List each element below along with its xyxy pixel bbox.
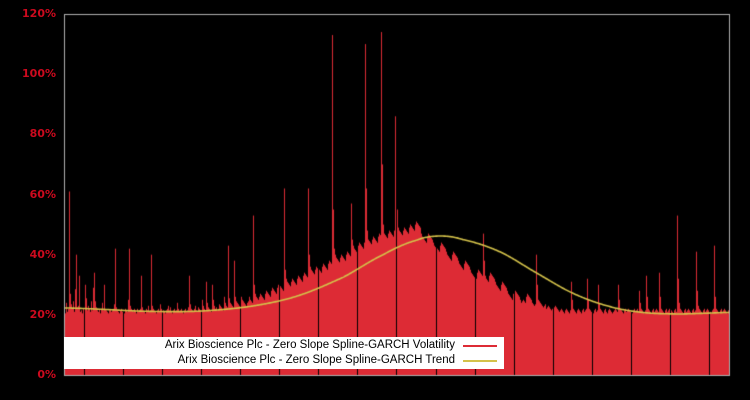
legend-swatch-volatility [463, 344, 497, 347]
legend-label-volatility: Arix Bioscience Plc - Zero Slope Spline-… [164, 339, 455, 351]
y-axis: 120% 100% 80% 60% 40% 20% 0% [0, 0, 56, 400]
y-tick-label-40: 40% [29, 247, 56, 261]
chart-legend: Arix Bioscience Plc - Zero Slope Spline-… [64, 337, 504, 369]
legend-swatch-trend [463, 359, 497, 362]
y-tick-label-0: 0% [37, 368, 56, 381]
y-tick-label-80: 80% [29, 127, 56, 141]
legend-label-trend: Arix Bioscience Plc - Zero Slope Spline-… [177, 354, 455, 366]
legend-entry-volatility: Arix Bioscience Plc - Zero Slope Spline-… [65, 338, 503, 353]
y-tick-label-20: 20% [29, 307, 56, 321]
y-tick-label-120: 120% [22, 7, 56, 20]
y-tick-label-100: 100% [22, 67, 56, 81]
legend-entry-trend: Arix Bioscience Plc - Zero Slope Spline-… [65, 353, 503, 368]
y-tick-label-60: 60% [29, 187, 56, 201]
